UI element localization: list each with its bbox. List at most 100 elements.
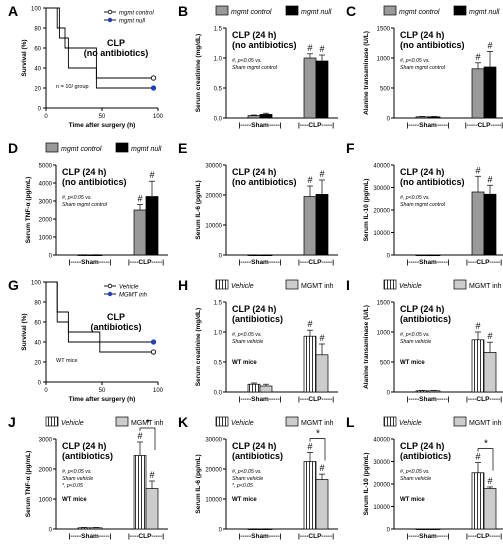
bar bbox=[471, 472, 485, 530]
significance-star: * bbox=[146, 418, 150, 429]
panel-letter: G bbox=[8, 277, 19, 293]
chart-title: CLP (24 h) bbox=[232, 441, 276, 451]
significance-mark: # bbox=[137, 194, 142, 204]
y-tick-label: 1000 bbox=[39, 498, 53, 504]
x-axis-label: Time after surgery (h) bbox=[69, 122, 136, 129]
legend-swatch bbox=[45, 142, 59, 153]
chart-title: CLP (24 h) bbox=[400, 441, 444, 451]
note-line: #, p<0.05 vs. bbox=[400, 332, 430, 338]
series-end-marker bbox=[150, 339, 157, 345]
series-end-marker bbox=[150, 85, 157, 91]
x-tick-label: 100 bbox=[153, 114, 164, 120]
group-label: |----CLP-----| bbox=[298, 396, 334, 403]
legend-label: Vehicle bbox=[399, 283, 422, 290]
bar bbox=[303, 335, 317, 393]
chart-title: CLP (24 h) bbox=[232, 30, 276, 40]
y-tick-label: 20000 bbox=[205, 194, 222, 200]
significance-mark: # bbox=[137, 431, 142, 441]
legend-label: MGMT inh bbox=[469, 420, 502, 427]
y-tick-label: 1500 bbox=[377, 27, 391, 33]
chart-subtitle: (no antibiotics) bbox=[62, 177, 127, 187]
group-label: |-----CLP-----| bbox=[465, 122, 503, 129]
significance-mark: # bbox=[475, 165, 480, 175]
note-line: Sham vehicle bbox=[400, 476, 431, 482]
legend-swatch bbox=[453, 5, 467, 16]
note: WT mice bbox=[62, 497, 87, 503]
panel-letter: A bbox=[8, 3, 18, 19]
note-line: Sham vehicle bbox=[232, 476, 263, 482]
y-tick-label: 0 bbox=[387, 528, 391, 534]
y-axis-label: Survival (%) bbox=[21, 313, 28, 350]
significance-mark: # bbox=[319, 169, 324, 179]
group-label: |-----Sham-----| bbox=[239, 122, 282, 129]
y-tick-label: 20 bbox=[34, 87, 41, 93]
chart-title: CLP (24 h) bbox=[62, 167, 106, 177]
legend-swatch bbox=[285, 5, 299, 16]
group-label: |----CLP-----| bbox=[128, 533, 164, 540]
note-line: Sham mgmt control bbox=[400, 202, 446, 208]
significance-mark: # bbox=[487, 174, 492, 184]
legend-label: mgmt null bbox=[301, 9, 332, 16]
panel-e: E 0 10000 20000 30000 Serum IL-6 (pg/mL) |----… bbox=[178, 140, 338, 266]
note-line: #, p<0.05 vs. bbox=[232, 58, 262, 64]
group-label: |----CLP-----| bbox=[466, 533, 502, 540]
y-tick-label: 0 bbox=[219, 254, 223, 260]
y-tick-label: 60 bbox=[34, 321, 41, 327]
bar bbox=[133, 209, 147, 256]
group-label: |----CLP-----| bbox=[298, 533, 334, 540]
bar bbox=[483, 66, 497, 119]
y-tick-label: 1000 bbox=[39, 236, 53, 242]
legend-swatch bbox=[45, 416, 59, 427]
note-line: #, p<0.05 vs. bbox=[62, 195, 92, 201]
y-tick-label: 10000 bbox=[373, 231, 390, 237]
bar bbox=[247, 115, 261, 119]
legend-label: mgmt control bbox=[61, 146, 102, 153]
x-tick-label: 0 bbox=[44, 388, 48, 394]
legend-marker bbox=[107, 291, 113, 297]
chart-title: CLP (24 h) bbox=[62, 441, 106, 451]
chart-title: CLP (24 h) bbox=[400, 304, 444, 314]
y-tick-label: 0 bbox=[38, 381, 42, 387]
note-line: Sham vehicle bbox=[62, 476, 93, 482]
y-tick-label: 10000 bbox=[205, 498, 222, 504]
bar bbox=[247, 383, 261, 393]
survival-line-1 bbox=[46, 281, 154, 343]
panel-f: F 0 10000 20000 30000 40000 Serum IL-10 (pg/mL… bbox=[346, 140, 503, 266]
legend-marker bbox=[107, 9, 113, 15]
y-tick-label: 1.0 bbox=[214, 57, 223, 63]
bar bbox=[483, 352, 497, 393]
chart-subtitle: (antibiotics) bbox=[91, 322, 142, 332]
y-tick-label: 0.5 bbox=[214, 361, 223, 367]
bar bbox=[89, 527, 103, 530]
chart-subtitle: (no antibiotics) bbox=[400, 40, 465, 50]
panel-letter: H bbox=[178, 277, 188, 293]
bar bbox=[471, 339, 485, 393]
group-label: |-----Sham-----| bbox=[69, 259, 112, 266]
y-tick-label: 1.5 bbox=[214, 27, 223, 33]
group-label: |-----Sham-----| bbox=[239, 259, 282, 266]
legend-label: mgmt null bbox=[469, 9, 500, 16]
y-tick-label: 3000 bbox=[39, 438, 53, 444]
legend-swatch bbox=[285, 279, 299, 290]
panel-h: H 0.0 0.5 1.0 1.5 Serum creatinine (mg/dL) |--… bbox=[178, 277, 338, 403]
y-tick-label: 1.0 bbox=[214, 331, 223, 337]
note-line: Sham vehicle bbox=[232, 339, 263, 345]
significance-mark: # bbox=[475, 452, 480, 462]
y-tick-label: 10000 bbox=[205, 224, 222, 230]
y-axis-label: Serum IL-10 (pg/mL) bbox=[363, 453, 370, 516]
y-tick-label: 0.0 bbox=[214, 117, 223, 123]
panel-letter: D bbox=[8, 140, 18, 156]
y-tick-label: 40 bbox=[34, 67, 41, 73]
panel-letter: J bbox=[8, 414, 16, 430]
y-tick-label: 0.5 bbox=[214, 87, 223, 93]
group-label: |-----Sham-----| bbox=[239, 396, 282, 403]
y-tick-label: 0 bbox=[49, 528, 53, 534]
y-tick-label: 40 bbox=[34, 341, 41, 347]
group-label: |----CLP-----| bbox=[298, 259, 334, 266]
y-tick-label: 40000 bbox=[373, 164, 390, 170]
y-axis-label: Alanine transaminase (U/L) bbox=[363, 305, 370, 389]
group-label: |-----Sham-----| bbox=[69, 533, 112, 540]
chart-title: CLP (24 h) bbox=[400, 30, 444, 40]
group-label: |----CLP-----| bbox=[466, 396, 502, 403]
